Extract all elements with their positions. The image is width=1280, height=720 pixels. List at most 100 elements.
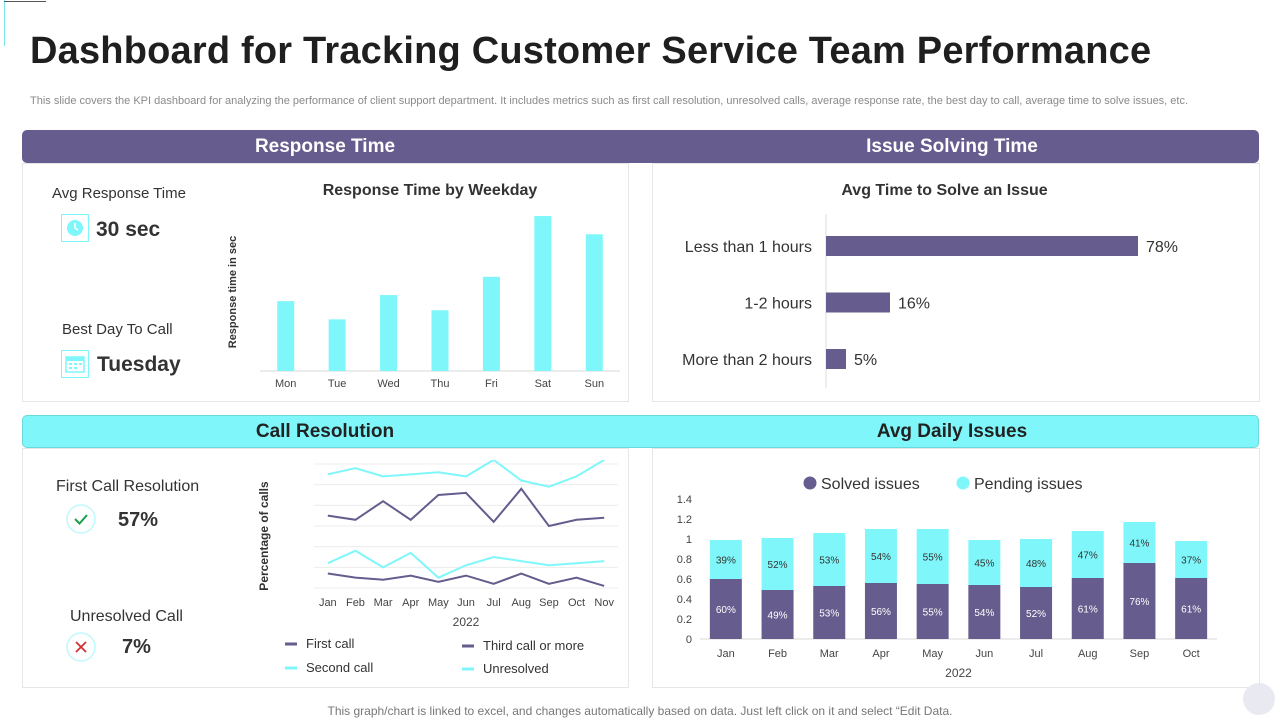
solve-value-label: 16%: [898, 296, 930, 313]
calls-tick-label: Oct: [568, 597, 585, 609]
close-icon: [66, 632, 96, 662]
calls-tick-label: Jul: [487, 597, 501, 609]
daily-legend-marker: [956, 476, 970, 490]
response-time-panel: [22, 163, 629, 402]
top-section-band: [22, 130, 1259, 163]
daily-bar-data-label: 60%: [716, 605, 736, 616]
avg-response-value: 30 sec: [96, 218, 161, 241]
fcr-value: 57%: [118, 509, 159, 531]
daily-bar-data-label: 47%: [1078, 551, 1098, 562]
weekday-bar-wed: [380, 295, 398, 371]
daily-bar-segment-solved: [916, 584, 949, 639]
calls-legend-label: Third call or more: [483, 638, 584, 653]
daily-bar-data-label: 49%: [768, 611, 788, 622]
best-day-value: Tuesday: [97, 353, 181, 376]
daily-bar-segment-solved: [813, 586, 846, 639]
daily-y-tick-label: 1.4: [677, 494, 692, 506]
footer-note: This graph/chart is linked to excel, and…: [327, 704, 953, 718]
clock-icon: [61, 214, 89, 242]
daily-y-tick-label: 1: [686, 534, 692, 546]
solve-category-label: More than 2 hours: [682, 352, 812, 369]
weekday-tick-label: Sat: [535, 378, 552, 390]
solve-category-label: 1-2 hours: [744, 296, 812, 313]
calls-line-third-call-or-more: [327, 572, 605, 587]
weekday-bar-chart: Response time in sec Mon Tue Wed Thu Fri Sat Su…: [227, 216, 620, 390]
daily-y-tick-label: 0.6: [677, 574, 692, 586]
section-title-call-resolution: Call Resolution: [255, 421, 395, 442]
call-resolution-panel: [22, 448, 629, 688]
calls-tick-label: Feb: [346, 597, 365, 609]
daily-tick-label: Feb: [768, 648, 787, 660]
weekday-bar-thu: [431, 310, 449, 371]
weekday-bar-fri: [482, 276, 500, 371]
solve-time-bar-chart: Less than 1 hours 78% 1-2 hours 16% More tha…: [682, 214, 1178, 388]
daily-bar-data-label: 54%: [974, 608, 994, 619]
weekday-tick-label: Thu: [431, 378, 450, 390]
daily-bar-segment-pending: [916, 529, 949, 584]
daily-bar-segment-solved: [864, 583, 897, 639]
solve-value-label: 5%: [854, 352, 877, 369]
check-icon: [66, 504, 96, 534]
calls-y-axis-label: Percentage of calls: [257, 481, 271, 591]
daily-y-tick-label: 0.8: [677, 554, 692, 566]
daily-tick-label: Mar: [820, 648, 839, 660]
corner-accent-line: [4, 0, 5, 46]
weekday-tick-label: Sun: [584, 378, 604, 390]
daily-bar-segment-pending: [1123, 522, 1156, 563]
daily-bar-data-label: 45%: [974, 559, 994, 570]
daily-tick-label: Sep: [1130, 648, 1150, 660]
daily-bar-segment-pending: [709, 540, 742, 579]
daily-tick-label: Apr: [872, 648, 889, 660]
page-title: Dashboard for Tracking Customer Service …: [30, 30, 1152, 72]
calls-tick-label: Aug: [511, 597, 531, 609]
unresolved-value: 7%: [122, 636, 151, 658]
section-title-avg-daily-issues: Avg Daily Issues: [876, 421, 1028, 442]
weekday-y-axis-label: Response time in sec: [227, 236, 239, 349]
daily-bar-segment-pending: [761, 538, 794, 590]
daily-legend-label: Pending issues: [974, 476, 1083, 493]
calls-line-first-call: [327, 487, 605, 528]
daily-bar-segment-solved: [968, 585, 1001, 639]
best-day-label: Best Day To Call: [62, 321, 173, 338]
daily-bar-segment-pending: [968, 540, 1001, 585]
unresolved-label: Unresolved Call: [70, 608, 183, 625]
calls-tick-label: Sep: [539, 597, 559, 609]
daily-bar-segment-solved: [1175, 578, 1208, 639]
daily-legend-marker: [803, 476, 817, 490]
weekday-tick-label: Mon: [275, 378, 296, 390]
calls-tick-label: Jan: [319, 597, 337, 609]
daily-legend-label: Solved issues: [821, 476, 920, 493]
calls-tick-label: Jun: [457, 597, 475, 609]
daily-tick-label: May: [922, 648, 943, 660]
calls-line-second-call: [327, 549, 605, 579]
daily-bar-data-label: 39%: [716, 556, 736, 567]
daily-y-tick-label: 0: [686, 634, 692, 646]
calls-line-unresolved: [327, 460, 605, 488]
daily-bar-data-label: 53%: [819, 609, 839, 620]
daily-bar-data-label: 41%: [1129, 539, 1149, 550]
weekday-bar-sun: [585, 234, 603, 371]
daily-tick-label: Jun: [975, 648, 993, 660]
daily-y-tick-label: 1.2: [677, 514, 692, 526]
corner-circle-decoration: [1243, 683, 1275, 715]
weekday-tick-label: Wed: [377, 378, 399, 390]
solve-bar: [826, 349, 846, 369]
daily-bar-segment-solved: [709, 579, 742, 639]
daily-bar-data-label: 37%: [1181, 556, 1201, 567]
daily-bar-data-label: 48%: [1026, 559, 1046, 570]
section-title-issue-solving-time: Issue Solving Time: [866, 136, 1038, 157]
calls-x-axis-label: 2022: [453, 615, 480, 629]
daily-y-tick-label: 0.4: [677, 594, 692, 606]
solve-chart-title: Avg Time to Solve an Issue: [841, 182, 1048, 199]
calls-legend-label: Unresolved: [483, 661, 549, 676]
daily-bar-segment-solved: [761, 590, 794, 639]
daily-bar-data-label: 61%: [1181, 605, 1201, 616]
daily-bar-data-label: 52%: [768, 560, 788, 571]
daily-bar-data-label: 56%: [871, 607, 891, 618]
weekday-bar-sat: [534, 216, 552, 371]
daily-bar-data-label: 54%: [871, 552, 891, 563]
daily-bar-segment-pending: [1175, 541, 1208, 578]
daily-bar-segment-solved: [1071, 578, 1104, 639]
solve-category-label: Less than 1 hours: [685, 239, 812, 256]
calendar-icon: [61, 350, 89, 378]
